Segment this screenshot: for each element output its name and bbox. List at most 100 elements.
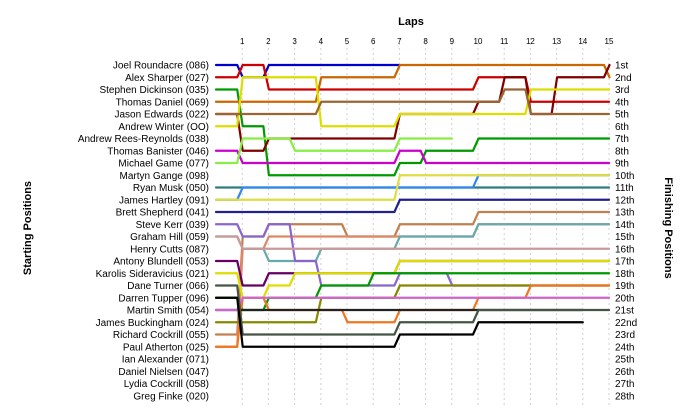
start-position-label: Stephen Dickinson (035) [99, 85, 209, 96]
driver-position-line [214, 296, 611, 312]
right-axis-title: Finishing Positions [662, 177, 674, 278]
driver-position-line [214, 284, 611, 336]
start-position-label: Martyn Gange (098) [120, 171, 210, 182]
start-position-label: Paul Atherton (025) [123, 342, 209, 353]
finish-position-label: 8th [615, 146, 629, 157]
driver-position-line [214, 63, 611, 103]
driver-position-line [214, 223, 611, 287]
lap-tick-label: 9 [450, 37, 455, 46]
finish-position-label: 18th [615, 269, 634, 280]
finish-position-label: 14th [615, 220, 634, 231]
finish-position-label: 20th [615, 293, 634, 304]
driver-position-line [214, 272, 611, 312]
driver-position-line [214, 63, 401, 79]
lap-gridlines [241, 38, 610, 405]
finish-position-label: 11th [615, 183, 634, 194]
finish-position-label: 21st [615, 306, 634, 317]
start-position-label: Andrew Rees-Reynolds (038) [78, 134, 209, 145]
finish-position-label: 25th [615, 355, 634, 366]
start-position-label: Steve Kerr (039) [136, 220, 209, 231]
driver-position-line [214, 76, 611, 128]
chart-title: Laps [398, 16, 424, 28]
driver-position-line [214, 137, 453, 165]
start-position-label: Jason Edwards (022) [115, 110, 210, 121]
finish-position-label: 23rd [615, 330, 635, 341]
finish-position-label: 9th [615, 159, 629, 170]
finish-position-label: 27th [615, 379, 634, 390]
finish-position-label: 6th [615, 122, 629, 133]
lap-tick-label: 10 [474, 37, 483, 46]
finish-position-label: 4th [615, 97, 629, 108]
start-position-label: Daniel Nielsen (047) [118, 367, 209, 378]
lap-tick-label: 3 [292, 37, 297, 46]
driver-position-line [214, 63, 611, 103]
lap-tick-label: 6 [371, 37, 376, 46]
finish-position-label: 28th [615, 391, 634, 402]
driver-position-line [214, 259, 611, 299]
start-position-label: Andrew Winter (OO) [118, 122, 209, 133]
finish-position-label: 10th [615, 171, 634, 182]
lap-tick-label: 7 [397, 37, 402, 46]
lap-tick-labels: 1 2 3 4 5 6 7 8 9 10 11 12 13 14 15 [240, 37, 614, 46]
driver-position-line [214, 88, 611, 116]
start-position-label: Joel Roundacre (086) [113, 61, 209, 72]
finish-position-label: 12th [615, 195, 634, 206]
start-position-label: James Hartley (091) [119, 195, 209, 206]
driver-position-line [214, 284, 611, 348]
start-position-label: Martin Smith (054) [127, 306, 209, 317]
lap-tick-label: 13 [552, 37, 561, 46]
finish-position-label: 17th [615, 257, 634, 268]
driver-lines [214, 63, 611, 348]
finish-position-label: 26th [615, 367, 634, 378]
driver-position-line [214, 284, 611, 324]
finish-position-label: 15th [615, 232, 634, 243]
start-position-label: Thomas Banister (046) [107, 146, 209, 157]
finish-position-label: 22nd [615, 318, 637, 329]
lap-tick-label: 8 [423, 37, 428, 46]
finish-position-label: 19th [615, 281, 634, 292]
lap-tick-label: 14 [578, 37, 587, 46]
finish-position-label: 2nd [615, 73, 632, 84]
driver-position-line [214, 174, 611, 201]
lap-tick-label: 2 [266, 37, 271, 46]
start-position-label: Michael Game (077) [118, 159, 209, 170]
start-position-label: Darren Tupper (096) [118, 293, 209, 304]
start-position-label: Richard Cockrill (055) [113, 330, 209, 341]
finish-position-label: 13th [615, 208, 634, 219]
start-position-label: Graham Hill (059) [130, 232, 209, 243]
start-position-label: Brett Shepherd (041) [116, 208, 209, 219]
start-position-label: James Buckingham (024) [96, 318, 209, 329]
start-position-label: Alex Sharper (027) [125, 73, 209, 84]
lap-tick-label: 5 [345, 37, 350, 46]
driver-position-line [214, 235, 611, 250]
finish-position-label: 1st [615, 61, 629, 72]
driver-position-line [214, 149, 611, 165]
driver-position-line [214, 88, 611, 177]
lap-tick-label: 1 [240, 37, 245, 46]
lap-tick-label: 15 [605, 37, 614, 46]
start-position-labels: Joel Roundacre (086)Alex Sharper (027)St… [78, 61, 209, 403]
finish-position-label: 24th [615, 342, 634, 353]
left-axis-title: Starting Positions [22, 181, 34, 275]
start-position-label: Greg Finke (020) [133, 391, 209, 402]
start-position-label: Dane Turner (066) [127, 281, 209, 292]
lap-tick-label: 11 [500, 37, 509, 46]
start-position-label: Ryan Musk (050) [133, 183, 209, 194]
start-position-label: Lydia Cockrill (058) [124, 379, 209, 390]
driver-position-line [214, 296, 584, 348]
lap-tick-label: 4 [319, 37, 324, 46]
lap-tick-label: 12 [526, 37, 535, 46]
start-position-label: Karolis Sideravicius (021) [96, 269, 209, 280]
driver-position-line [214, 198, 611, 214]
start-position-label: Ian Alexander (071) [122, 355, 209, 366]
finish-position-label: 5th [615, 110, 629, 121]
driver-position-line [214, 223, 611, 263]
start-position-label: Henry Cutts (087) [130, 244, 209, 255]
finish-position-label: 16th [615, 244, 634, 255]
finish-position-label: 3rd [615, 85, 629, 96]
start-position-label: Antony Blundell (053) [113, 257, 209, 268]
start-position-label: Thomas Daniel (069) [116, 97, 209, 108]
finish-position-label: 7th [615, 134, 629, 145]
